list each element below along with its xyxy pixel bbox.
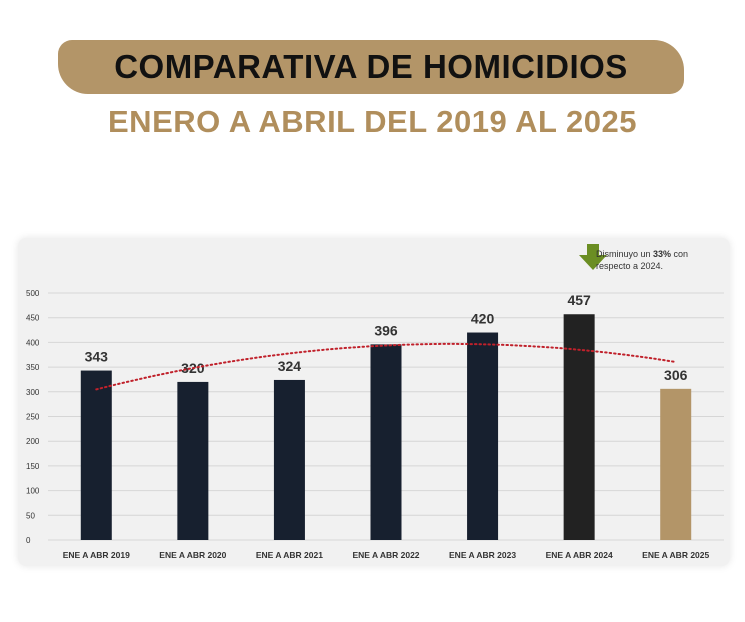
x-tick-label: ENE A ABR 2025 — [642, 550, 709, 560]
x-tick-label: ENE A ABR 2024 — [546, 550, 613, 560]
y-tick-label: 100 — [26, 487, 40, 496]
decrease-note: Disminuyo un 33% con respecto a 2024. — [596, 248, 716, 272]
down-arrow-icon — [579, 244, 607, 270]
bar-chart: 0 50 100 150 200 250 300 350 400 450 500 343 ENE A A… — [26, 289, 724, 560]
data-label: 306 — [664, 367, 688, 383]
page-subtitle: ENERO A ABRIL DEL 2019 AL 2025 — [108, 104, 637, 139]
y-tick-label: 300 — [26, 388, 40, 397]
trendline — [95, 342, 677, 391]
bar — [273, 379, 305, 540]
x-tick-label: ENE A ABR 2023 — [449, 550, 516, 560]
x-tick-label: ENE A ABR 2021 — [256, 550, 323, 560]
data-label: 343 — [85, 349, 109, 365]
chart-card: 0 50 100 150 200 250 300 350 400 450 500 343 ENE A A… — [18, 238, 730, 566]
note-suffix: con respecto a 2024. — [596, 249, 689, 271]
bar — [660, 388, 692, 540]
bar — [563, 314, 595, 540]
x-tick-label: ENE A ABR 2020 — [159, 550, 226, 560]
y-tick-label: 450 — [26, 314, 40, 323]
note-highlight: 33% — [653, 249, 672, 259]
y-tick-label: 200 — [26, 437, 40, 446]
data-label: 420 — [471, 311, 495, 327]
y-tick-label: 250 — [26, 413, 40, 422]
data-label: 396 — [374, 322, 398, 338]
y-tick-label: 150 — [26, 462, 40, 471]
y-tick-label: 50 — [26, 511, 35, 520]
note-prefix: Disminuyo un — [596, 249, 654, 259]
data-label: 457 — [567, 292, 591, 308]
y-tick-label: 400 — [26, 338, 40, 347]
data-label: 324 — [278, 358, 302, 374]
y-tick-label: 350 — [26, 363, 40, 372]
y-tick-label: 500 — [26, 289, 40, 298]
bar — [467, 332, 499, 540]
title-banner: COMPARATIVA DE HOMICIDIOS — [58, 40, 684, 94]
y-tick-label: 0 — [26, 536, 31, 545]
bar — [177, 381, 209, 540]
page-title: COMPARATIVA DE HOMICIDIOS — [114, 48, 628, 85]
x-tick-label: ENE A ABR 2022 — [352, 550, 419, 560]
bar — [370, 344, 402, 540]
bar — [80, 370, 112, 540]
x-tick-label: ENE A ABR 2019 — [63, 550, 130, 560]
